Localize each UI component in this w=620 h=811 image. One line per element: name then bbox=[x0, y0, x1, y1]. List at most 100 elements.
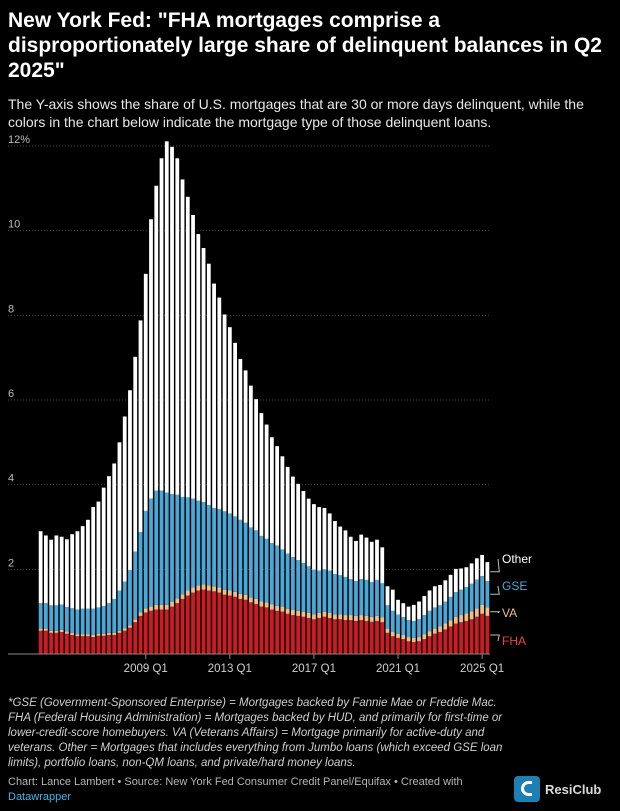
bar-va bbox=[464, 613, 469, 621]
bar-other bbox=[80, 526, 85, 609]
bar-fha bbox=[291, 615, 295, 654]
bar-gse bbox=[175, 494, 180, 599]
legend-label-other: Other bbox=[502, 552, 532, 566]
bar-gse bbox=[317, 570, 322, 613]
bar-va bbox=[443, 623, 448, 630]
bar-other bbox=[301, 491, 306, 563]
bar-other bbox=[233, 342, 237, 517]
bar-other bbox=[417, 601, 421, 620]
bar-va bbox=[322, 611, 327, 617]
bar-va bbox=[380, 617, 385, 623]
bar-fha bbox=[432, 633, 437, 654]
legend-label-va: VA bbox=[502, 606, 517, 620]
bar-va bbox=[80, 634, 85, 637]
bar-gse bbox=[49, 605, 54, 631]
bar-gse bbox=[359, 579, 364, 616]
bar-gse bbox=[222, 511, 227, 590]
bar-other bbox=[254, 399, 258, 531]
bar-gse bbox=[191, 498, 195, 588]
bar-gse bbox=[96, 607, 101, 634]
bar-fha bbox=[385, 632, 390, 654]
bar-fha bbox=[296, 615, 301, 654]
chart-subtitle: The Y-axis shows the share of U.S. mortg… bbox=[8, 96, 584, 130]
legend-label-fha: FHA bbox=[502, 634, 526, 648]
bar-gse bbox=[159, 490, 164, 605]
bar-gse bbox=[438, 605, 442, 627]
bar-gse bbox=[411, 620, 416, 638]
bar-gse bbox=[91, 608, 96, 635]
bar-va bbox=[38, 628, 43, 631]
bar-other bbox=[453, 568, 458, 593]
bar-va bbox=[201, 584, 206, 590]
bar-fha bbox=[170, 606, 174, 654]
bar-other bbox=[86, 519, 90, 609]
bar-gse bbox=[43, 603, 48, 629]
bar-other bbox=[91, 507, 96, 609]
bar-other bbox=[343, 530, 348, 577]
bar-fha bbox=[217, 592, 222, 654]
bar-va bbox=[280, 606, 285, 612]
bar-gse bbox=[133, 551, 138, 620]
bar-fha bbox=[396, 637, 400, 654]
bar-gse bbox=[322, 569, 327, 612]
bar-va bbox=[91, 634, 96, 638]
bar-other bbox=[128, 390, 132, 571]
bar-gse bbox=[453, 592, 458, 617]
bar-other bbox=[438, 585, 442, 606]
bar-fha bbox=[312, 619, 316, 654]
legend-leader-gse bbox=[490, 585, 500, 595]
bar-fha bbox=[354, 620, 358, 654]
bar-va bbox=[422, 634, 427, 640]
bar-va bbox=[101, 633, 106, 636]
bar-va bbox=[291, 609, 295, 616]
bar-other bbox=[201, 248, 206, 503]
bar-va bbox=[212, 586, 216, 592]
bar-va bbox=[411, 637, 416, 643]
bar-other bbox=[348, 536, 353, 580]
bar-gse bbox=[180, 496, 185, 595]
bar-gse bbox=[201, 502, 206, 585]
bar-va bbox=[285, 608, 290, 614]
bar-gse bbox=[354, 581, 358, 616]
bar-gse bbox=[86, 608, 90, 635]
bar-va bbox=[469, 611, 474, 620]
bar-gse bbox=[375, 579, 379, 616]
bar-other bbox=[291, 476, 295, 558]
bar-other bbox=[154, 185, 159, 491]
bar-fha bbox=[464, 620, 469, 654]
bar-other bbox=[396, 599, 400, 615]
bar-gse bbox=[38, 603, 43, 629]
y-tick-label: 12% bbox=[8, 134, 30, 146]
bar-va bbox=[75, 634, 80, 637]
bar-gse bbox=[443, 601, 448, 624]
bar-fha bbox=[143, 612, 148, 654]
bar-gse bbox=[275, 545, 280, 606]
bar-gse bbox=[343, 576, 348, 616]
bar-fha bbox=[317, 618, 322, 654]
footnote: *GSE (Government-Sponsored Enterprise) =… bbox=[8, 697, 503, 769]
bar-gse bbox=[280, 549, 285, 607]
bar-va bbox=[474, 608, 479, 617]
bar-va bbox=[65, 631, 69, 634]
bar-other bbox=[259, 413, 264, 536]
bar-va bbox=[128, 625, 132, 628]
bar-other bbox=[327, 513, 332, 571]
bar-gse bbox=[474, 579, 479, 609]
datawrapper-link[interactable]: Datawrapper bbox=[8, 791, 71, 803]
bar-other bbox=[411, 604, 416, 621]
bar-va bbox=[49, 630, 54, 633]
bar-gse bbox=[185, 497, 190, 591]
bar-other bbox=[385, 586, 390, 606]
bar-gse bbox=[448, 596, 453, 621]
legend-leader-fha bbox=[490, 634, 500, 642]
bar-va bbox=[143, 608, 148, 613]
bar-gse bbox=[464, 587, 469, 614]
credit-text: Chart: Lance Lambert • Source: New York … bbox=[8, 776, 463, 788]
bar-gse bbox=[301, 562, 306, 612]
bar-gse bbox=[390, 610, 395, 632]
bar-other bbox=[59, 536, 64, 605]
x-tick-label: 2025 Q1 bbox=[460, 663, 504, 675]
bar-fha bbox=[301, 616, 306, 654]
bar-other bbox=[285, 466, 290, 554]
bar-fha bbox=[180, 598, 185, 654]
